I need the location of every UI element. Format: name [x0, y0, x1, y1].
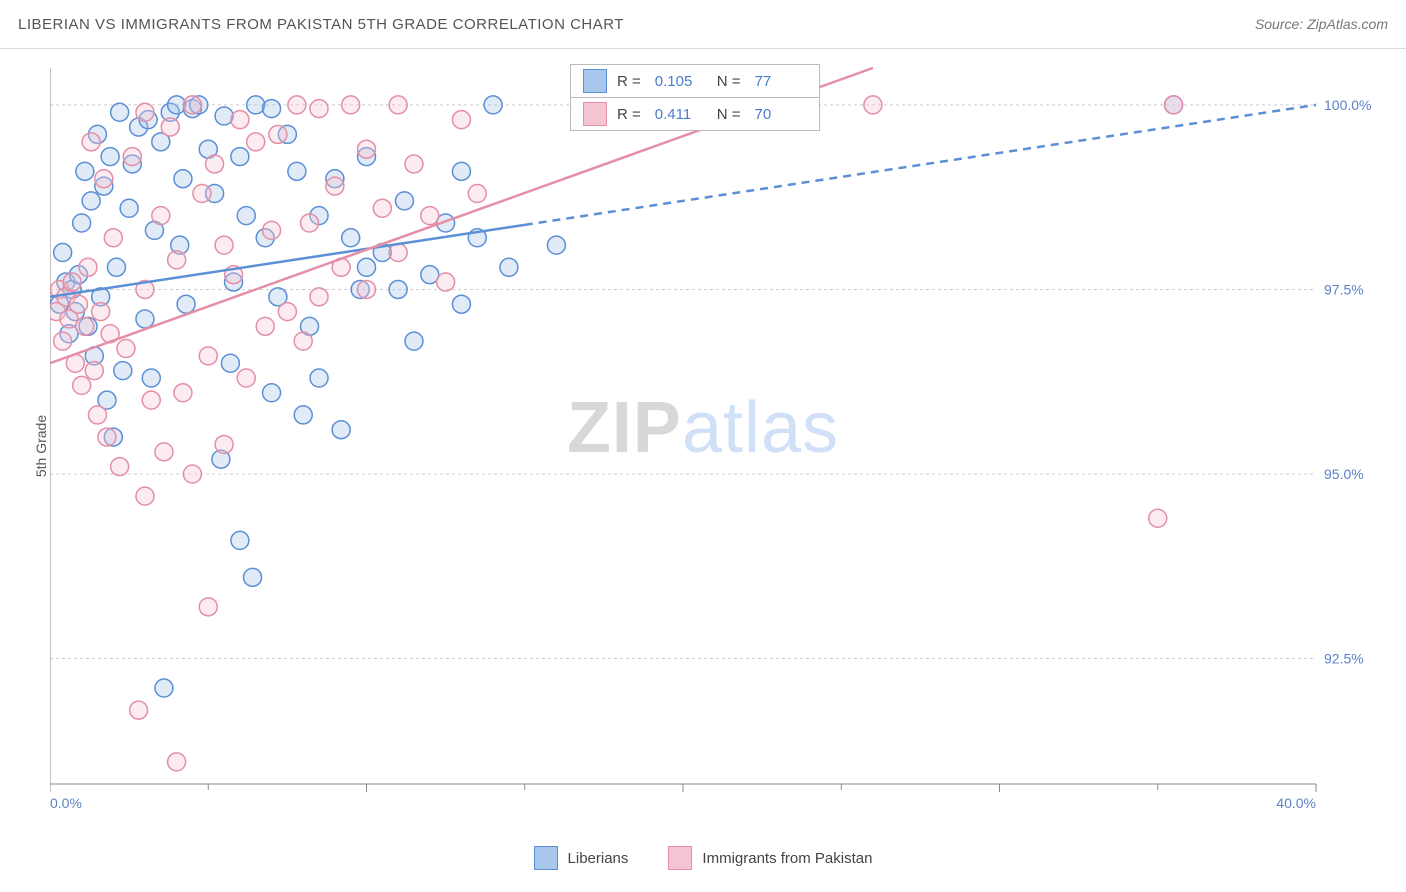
- legend-label: Liberians: [568, 850, 629, 867]
- legend-swatch-series1: [583, 69, 607, 93]
- legend-n-label: N =: [717, 73, 741, 90]
- chart-source: Source: ZipAtlas.com: [1255, 16, 1388, 32]
- plot-area: 92.5% 95.0% 97.5% 100.0% 0.0% 40.0%: [50, 62, 1386, 814]
- legend-correlation: R = 0.105 N = 77 R = 0.411 N = 70: [570, 64, 820, 131]
- legend-row-series1: R = 0.105 N = 77: [571, 65, 819, 97]
- svg-text:0.0%: 0.0%: [50, 795, 82, 811]
- legend-r-label: R =: [617, 106, 641, 123]
- legend-r-value-2: 0.411: [655, 106, 707, 123]
- legend-n-value-1: 77: [755, 73, 807, 90]
- chart-header: LIBERIAN VS IMMIGRANTS FROM PAKISTAN 5TH…: [0, 0, 1406, 49]
- scatter-chart: 92.5% 95.0% 97.5% 100.0% 0.0% 40.0%: [50, 62, 1386, 814]
- legend-r-value-1: 0.105: [655, 73, 707, 90]
- svg-text:100.0%: 100.0%: [1324, 97, 1371, 113]
- svg-text:92.5%: 92.5%: [1324, 651, 1364, 667]
- svg-text:97.5%: 97.5%: [1324, 281, 1364, 297]
- legend-swatch: [668, 846, 692, 870]
- legend-r-label: R =: [617, 73, 641, 90]
- svg-text:95.0%: 95.0%: [1324, 466, 1364, 482]
- legend-series: Liberians Immigrants from Pakistan: [0, 846, 1406, 870]
- legend-swatch: [534, 846, 558, 870]
- svg-text:40.0%: 40.0%: [1276, 795, 1316, 811]
- legend-row-series2: R = 0.411 N = 70: [571, 97, 819, 130]
- legend-item-series1: Liberians: [534, 846, 629, 870]
- y-axis-label: 5th Grade: [33, 415, 49, 477]
- legend-item-series2: Immigrants from Pakistan: [668, 846, 872, 870]
- chart-title: LIBERIAN VS IMMIGRANTS FROM PAKISTAN 5TH…: [18, 16, 624, 33]
- legend-n-label: N =: [717, 106, 741, 123]
- legend-n-value-2: 70: [755, 106, 807, 123]
- legend-label: Immigrants from Pakistan: [702, 850, 872, 867]
- legend-swatch-series2: [583, 102, 607, 126]
